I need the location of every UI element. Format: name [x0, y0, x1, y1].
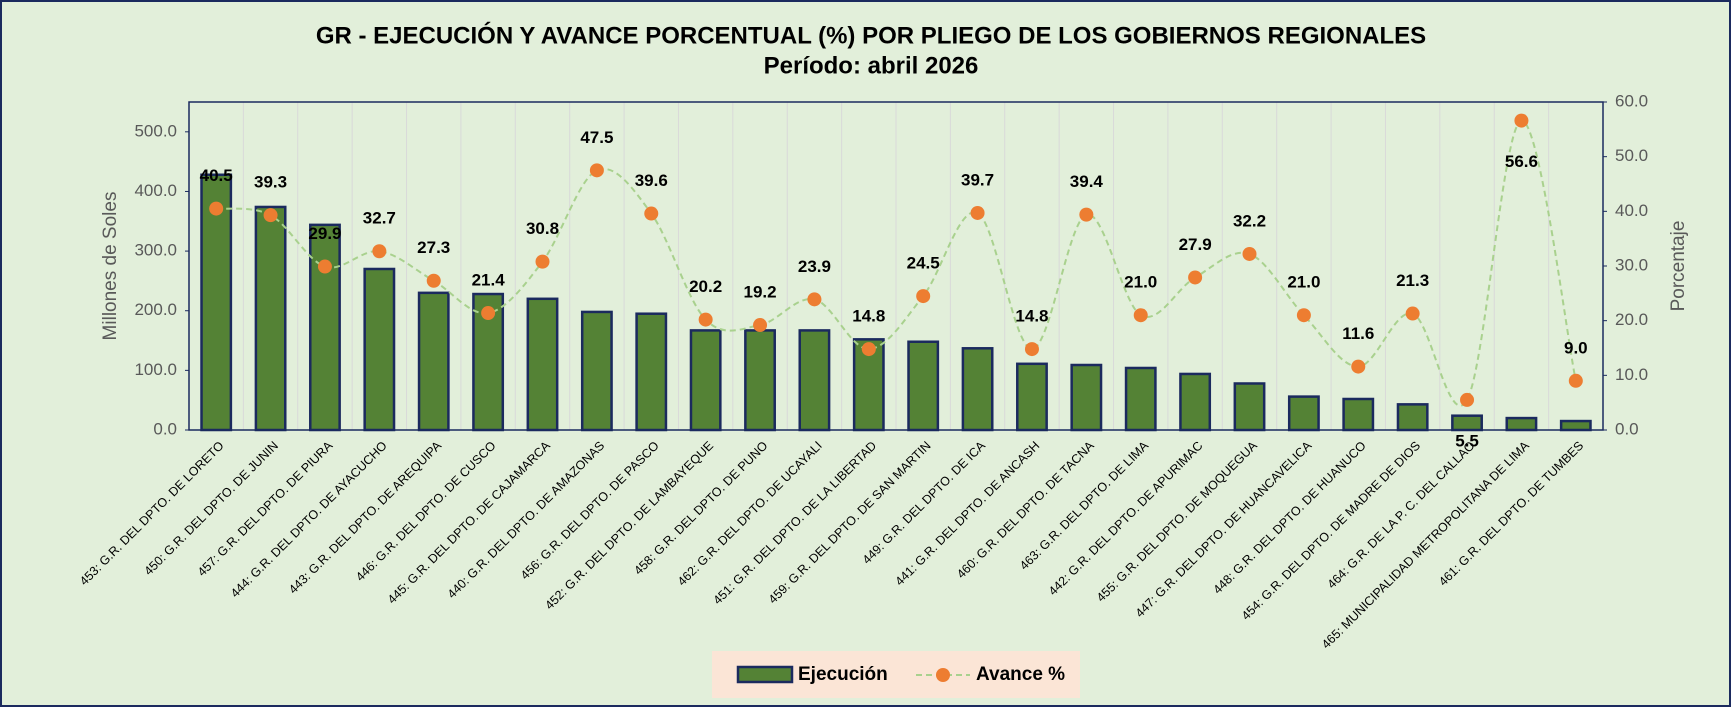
y2-tick-label: 0.0	[1615, 419, 1639, 438]
avance-marker	[753, 318, 768, 333]
legend: Ejecución Avance %	[712, 651, 1080, 698]
data-label: 5.5	[1455, 431, 1479, 450]
bar	[363, 267, 396, 432]
data-label: 27.3	[417, 238, 450, 257]
bar	[1070, 363, 1103, 432]
y-tick-label: 300.0	[134, 241, 177, 260]
y2-tick-label: 40.0	[1615, 201, 1648, 220]
chart-title: GR - EJECUCIÓN Y AVANCE PORCENTUAL (%) P…	[316, 21, 1426, 49]
data-label: 14.8	[1015, 307, 1048, 326]
y-tick-label: 200.0	[134, 300, 177, 319]
avance-marker	[1296, 308, 1311, 323]
y-axis-title: Millones de Soles	[100, 192, 121, 341]
bar	[744, 329, 776, 432]
avance-marker	[861, 342, 876, 357]
bar	[798, 329, 831, 432]
bar	[417, 291, 450, 432]
bar	[689, 329, 722, 432]
data-label: 39.6	[635, 171, 668, 190]
bar	[1124, 366, 1157, 432]
y2-tick-label: 30.0	[1615, 255, 1648, 274]
data-label: 40.5	[200, 166, 233, 185]
avance-marker	[589, 163, 604, 178]
bar	[1342, 397, 1375, 432]
data-label: 9.0	[1564, 338, 1588, 357]
avance-marker	[1514, 113, 1529, 128]
avance-marker	[372, 244, 387, 259]
data-label: 39.4	[1070, 172, 1104, 191]
data-label: 19.2	[743, 283, 776, 302]
data-label: 39.7	[961, 170, 994, 189]
bar	[1559, 419, 1592, 432]
bar	[1287, 395, 1320, 432]
bar	[907, 340, 940, 432]
data-label: 39.3	[254, 173, 287, 192]
avance-marker	[317, 259, 332, 274]
legend-swatch	[736, 665, 794, 684]
data-label: 56.6	[1505, 152, 1538, 171]
bar	[580, 310, 613, 432]
data-label: 32.7	[363, 209, 396, 228]
y2-tick-label: 50.0	[1615, 146, 1648, 165]
data-label: 27.9	[1179, 235, 1212, 254]
data-label: 47.5	[580, 128, 613, 147]
bar	[1179, 372, 1212, 432]
bar	[1451, 414, 1483, 432]
avance-marker	[1079, 207, 1094, 222]
bar	[1016, 362, 1048, 432]
data-label: 21.0	[1287, 273, 1320, 292]
data-label: 21.4	[472, 270, 506, 289]
avance-marker	[1568, 373, 1583, 388]
bar	[635, 312, 668, 432]
avance-marker	[535, 254, 550, 269]
legend-label: Ejecución	[798, 664, 888, 685]
avance-marker	[807, 292, 822, 307]
bar	[961, 347, 994, 432]
data-label: 29.9	[308, 224, 341, 243]
avance-marker	[1024, 342, 1039, 357]
avance-marker	[1405, 306, 1420, 321]
data-label: 24.5	[907, 254, 940, 273]
avance-marker	[1133, 308, 1148, 323]
y2-tick-label: 10.0	[1615, 365, 1648, 384]
avance-marker	[209, 201, 224, 216]
bar	[1396, 403, 1429, 432]
legend-label: Avance %	[976, 664, 1065, 685]
plot-border	[188, 101, 1604, 431]
bar	[1233, 382, 1266, 432]
data-label: 30.8	[526, 219, 559, 238]
avance-marker	[1188, 270, 1203, 285]
avance-marker	[426, 273, 441, 288]
avance-marker	[970, 205, 985, 220]
avance-marker	[644, 206, 659, 221]
data-label: 21.0	[1124, 273, 1157, 292]
data-label: 21.3	[1396, 271, 1429, 290]
avance-marker	[481, 306, 496, 321]
data-label: 14.8	[852, 307, 885, 326]
legend-marker	[936, 668, 950, 682]
y2-tick-label: 60.0	[1615, 91, 1648, 110]
avance-marker	[698, 312, 713, 327]
avance-marker	[1242, 246, 1257, 261]
y-tick-label: 0.0	[153, 419, 177, 438]
data-label: 11.6	[1342, 324, 1374, 343]
bar	[1505, 416, 1538, 432]
data-label: 23.9	[798, 257, 831, 276]
avance-marker	[916, 289, 931, 304]
bar	[309, 223, 341, 432]
avance-marker	[1460, 392, 1475, 407]
y2-axis-title: Porcentaje	[1668, 221, 1689, 312]
avance-marker	[1351, 359, 1366, 374]
y2-tick-label: 20.0	[1615, 310, 1648, 329]
chart-subtitle: Período: abril 2026	[764, 52, 979, 79]
data-label: 32.2	[1233, 211, 1266, 230]
y-tick-label: 100.0	[134, 360, 177, 379]
y-tick-label: 500.0	[134, 121, 177, 140]
y-tick-label: 400.0	[134, 181, 177, 200]
bar	[526, 297, 559, 432]
avance-marker	[263, 208, 278, 223]
data-label: 20.2	[689, 277, 722, 296]
bar	[254, 205, 287, 432]
